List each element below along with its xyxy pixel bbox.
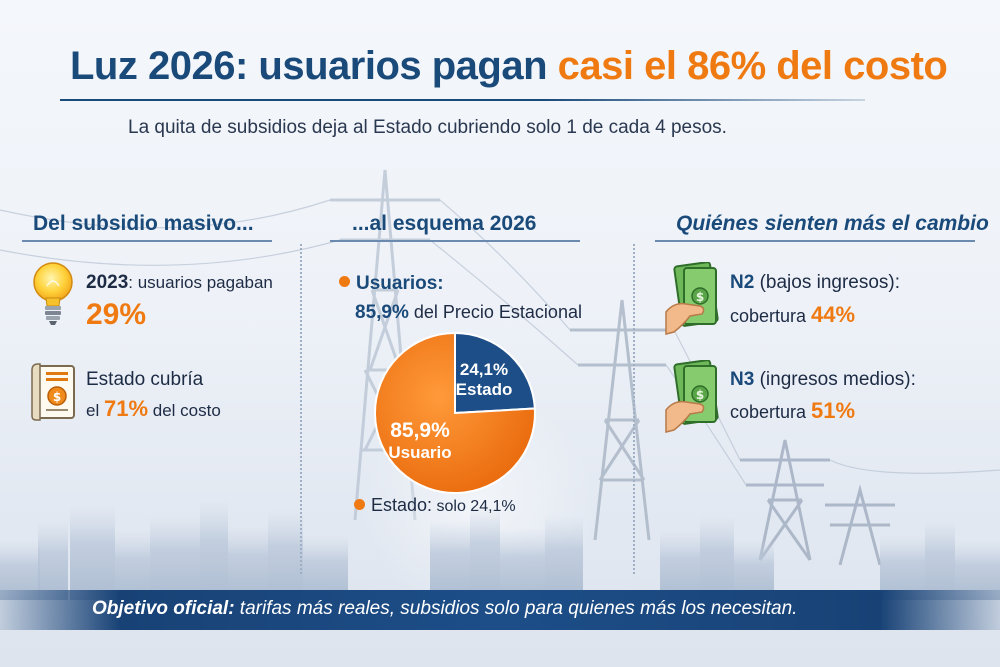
pie-label-user: 85,9% Usuario: [380, 420, 460, 464]
invoice-icon: $: [31, 363, 75, 421]
right-n2-line: N2 (bajos ingresos):: [730, 272, 900, 294]
center-heading-rule: [330, 240, 580, 242]
pie-slice-estado: [454, 331, 536, 415]
page-title: Luz 2026: usuarios pagan casi el 86% del…: [70, 44, 948, 89]
center-state-label: Estado:: [371, 495, 433, 515]
pie-user-value: 85,9%: [390, 419, 450, 442]
column-divider-left: [300, 244, 302, 574]
center-users-detail: 85,9% del Precio Estacional: [355, 302, 582, 324]
title-main: Luz 2026: usuarios pagan: [70, 44, 558, 88]
right-n2-tag: N2: [730, 272, 755, 293]
left-item2-line2: el 71% del costo: [86, 396, 221, 422]
right-n3-tag: N3: [730, 369, 755, 390]
left-item2-line1: Estado cubría: [86, 369, 204, 390]
pie-chart: [374, 331, 536, 494]
center-state-line: Estado: solo 24,1%: [354, 495, 516, 516]
right-n3-line: N3 (ingresos medios):: [730, 369, 916, 391]
left-heading: Del subsidio masivo...: [33, 212, 254, 235]
right-n3-cov-label: cobertura: [730, 402, 812, 422]
footer-text: Objetivo oficial: tarifas más reales, su…: [92, 598, 797, 620]
city-skyline: [0, 500, 1000, 600]
column-divider-right: [633, 244, 635, 574]
left-heading-rule: [22, 240, 272, 242]
left-item2-prefix: el: [86, 401, 104, 420]
left-item1-text: : usuarios pagaban: [128, 273, 273, 292]
title-underline: [60, 99, 865, 101]
center-users-label: Usuarios:: [356, 273, 444, 294]
title-accent: casi el 86% del costo: [557, 44, 948, 88]
right-n2-coverage: cobertura 44%: [730, 302, 855, 328]
right-heading: Quiénes sienten más el cambio: [676, 212, 989, 235]
pie-state-value: 24,1%: [459, 360, 509, 379]
center-users-value: 85,9%: [355, 302, 409, 323]
power-tower-right: [570, 299, 674, 541]
left-item2-suffix: del costo: [148, 401, 221, 420]
center-users-text: del Precio Estacional: [408, 302, 582, 322]
right-heading-rule: [655, 240, 975, 242]
left-item2-value: 71%: [103, 396, 149, 421]
left-item1-value: 29%: [86, 298, 147, 331]
center-users-line: Usuarios:: [339, 273, 444, 295]
svg-text:$: $: [696, 290, 704, 304]
left-item1-year: 2023: [86, 272, 129, 293]
pie-state-label: Estado: [455, 380, 513, 399]
power-tower-far-right: [740, 439, 895, 566]
footer-banner: [0, 590, 1000, 630]
money-hand-icon: $: [665, 262, 719, 335]
right-n2-cov-label: cobertura: [730, 306, 812, 326]
pie-slice-usuario: [374, 331, 536, 494]
subtitle: La quita de subsidios deja al Estado cub…: [128, 117, 727, 138]
right-n2-desc: (bajos ingresos):: [754, 272, 901, 293]
right-n3-coverage: cobertura 51%: [730, 398, 855, 424]
center-state-text: solo 24,1%: [432, 498, 516, 515]
right-n2-cov-value: 44%: [811, 302, 856, 327]
lightbulb-icon: [33, 262, 73, 325]
right-n3-desc: (ingresos medios):: [754, 369, 916, 390]
bullet-dot-users: [339, 276, 350, 288]
money-hand-icon: $: [665, 360, 719, 433]
bullet-dot-state: [354, 498, 365, 510]
svg-text:$: $: [696, 388, 704, 402]
pie-user-label: Usuario: [388, 443, 452, 462]
pie-label-state: 24,1% Estado: [448, 360, 520, 400]
right-n3-cov-value: 51%: [811, 398, 856, 423]
footer-rest: tarifas más reales, subsidios solo para …: [234, 598, 798, 619]
footer-bold: Objetivo oficial:: [92, 598, 235, 619]
svg-text:$: $: [53, 390, 61, 404]
center-heading: ...al esquema 2026: [352, 212, 537, 235]
left-item1-line: 2023: usuarios pagaban: [86, 272, 273, 294]
